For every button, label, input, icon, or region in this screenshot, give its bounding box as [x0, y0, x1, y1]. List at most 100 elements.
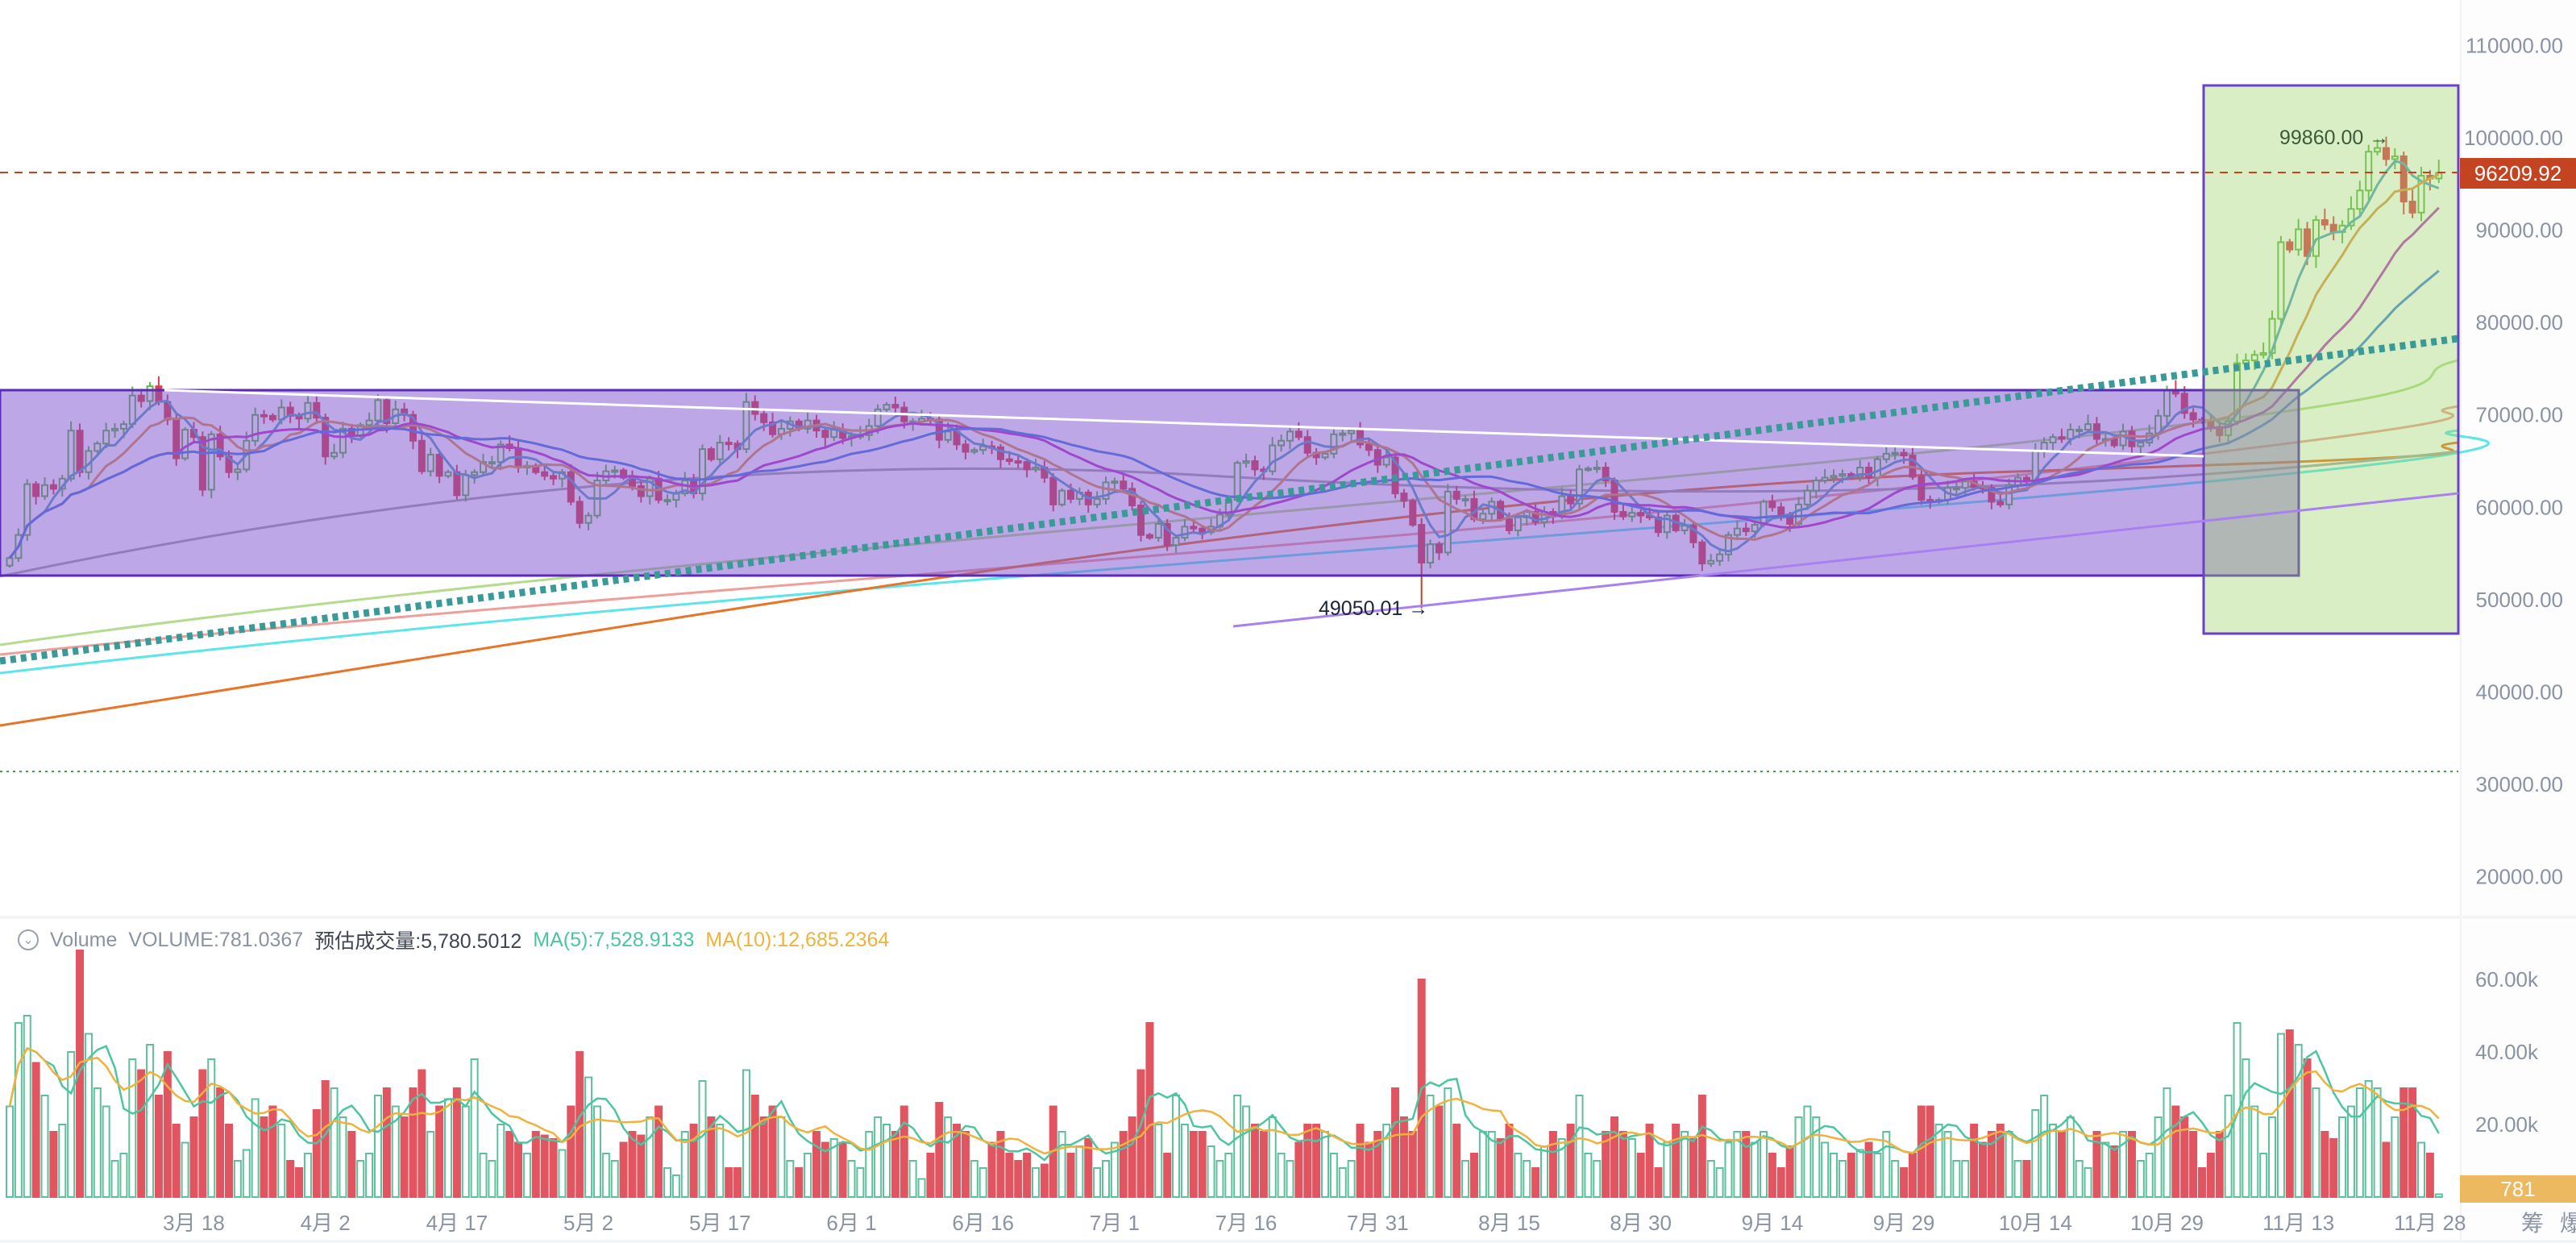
volume-bar-up [1934, 1124, 1943, 1198]
volume-bar-down [2189, 1131, 2198, 1198]
volume-bar-down [1768, 1153, 1776, 1198]
volume-bar-up [2154, 1116, 2163, 1198]
volume-bar-down [1672, 1124, 1681, 1198]
time-axis[interactable]: 3月 18 4月 2 4月 17 5月 2 5月 17 6月 1 6月 16 7月 1 7月 1… [163, 1211, 2466, 1235]
volume-bar-up [786, 1160, 795, 1198]
time-tick-label: 6月 16 [952, 1211, 1014, 1235]
volume-bar-up [1812, 1116, 1821, 1198]
range-box-green[interactable] [2202, 84, 2460, 635]
volume-bar-down [1689, 1138, 1697, 1198]
time-tick-label: 8月 30 [1610, 1211, 1672, 1235]
volume-bar-up [1584, 1153, 1593, 1198]
volume-bar-up [84, 1033, 93, 1198]
volume-bar-down [321, 1080, 330, 1198]
volume-bar-up [698, 1080, 707, 1198]
volume-bar-up [1215, 1160, 1224, 1198]
volume-bar-down [1391, 1087, 1400, 1198]
trendline-teal-dotted[interactable] [0, 335, 2459, 665]
candle-up [2391, 148, 2399, 169]
volume-bar-down [619, 1141, 628, 1198]
volume-bar-up [1821, 1141, 1830, 1198]
volume-ma5: MA(5):7,528.9133 [533, 928, 695, 951]
volume-bar-up [479, 1153, 488, 1198]
volume-bar-up [1110, 1141, 1119, 1198]
volume-bar-up [883, 1124, 891, 1198]
volume-bar-up [908, 1160, 917, 1198]
pane-divider[interactable] [0, 916, 2576, 919]
candle-down [2382, 136, 2390, 166]
trendline-white[interactable] [164, 389, 2204, 458]
volume-bar-up [1487, 1131, 1496, 1198]
volume-bar-up [1444, 1087, 1452, 1198]
volume-bar-up [1855, 1149, 1864, 1198]
time-tick-label: 9月 29 [1873, 1211, 1935, 1235]
volume-bar-up [2163, 1087, 2171, 1198]
volume-bar-up [2250, 1105, 2259, 1198]
volume-bar-down [2022, 1160, 2031, 1198]
volume-bar-down [750, 1095, 759, 1198]
volume-bar-up [2373, 1087, 2382, 1198]
volume-bar-down [137, 1069, 146, 1198]
volume-bar-up [470, 1058, 479, 1198]
volume-bar-down [31, 1062, 40, 1198]
time-tick-label: 3月 18 [163, 1211, 225, 1235]
volume-bar-up [2417, 1141, 2425, 1198]
volume-bar-up [1715, 1167, 1724, 1198]
volume-bar-up [2136, 1160, 2145, 1198]
current-price-tag: 96209.92 [2460, 158, 2576, 189]
volume-bar-down [2408, 1087, 2417, 1198]
volume-bar-up [233, 1160, 242, 1198]
price-tick-label: 40000.00 [2476, 680, 2563, 704]
time-tick-label: 10月 14 [1999, 1211, 2072, 1235]
volume-bar-down [1303, 1124, 1312, 1198]
volume-bar-down [1847, 1153, 1855, 1198]
liquidation-button[interactable]: 爆 [2560, 1211, 2576, 1236]
volume-bar-up [1426, 1095, 1435, 1198]
volume-bar-up [23, 1015, 31, 1198]
volume-bar-down [1602, 1131, 1610, 1198]
volume-bar-up [829, 1138, 838, 1198]
volume-bar-up [2031, 1109, 2040, 1198]
volume-bar-up [847, 1160, 856, 1198]
volume-bar-down [2110, 1145, 2119, 1198]
volume-bar-down [1654, 1167, 1663, 1198]
bottom-border [0, 1240, 2576, 1243]
volume-bar-up [970, 1160, 978, 1198]
volume-bar-up [610, 1160, 619, 1198]
volume-bar-up [1540, 1145, 1548, 1198]
volume-bar-up [1075, 1145, 1084, 1198]
volume-bar-down [1023, 1153, 1032, 1198]
volume-bar-down [435, 1105, 444, 1198]
volume-bar-down [1163, 1153, 1172, 1198]
time-tick-label: 10月 29 [2130, 1211, 2204, 1235]
volume-bar-down [225, 1124, 233, 1198]
volume-bar-up [2355, 1087, 2364, 1198]
volume-bar-down [163, 1051, 172, 1198]
volume-ma-10-line [8, 1046, 2440, 1155]
volume-ma-5-line [8, 1045, 2440, 1162]
volume-bar-up [365, 1153, 374, 1198]
volume-bar-down [1189, 1131, 1198, 1198]
collapse-chevron-icon[interactable]: ⌄ [18, 929, 39, 950]
trendline-purple[interactable] [1232, 492, 2459, 628]
volume-bar-down [1908, 1153, 1917, 1198]
price-axis[interactable]: 110000.00 100000.00 90000.00 80000.00 70000.… [2464, 33, 2563, 888]
volume-bar-up [1681, 1131, 1689, 1198]
volume-bar-down [286, 1160, 295, 1198]
volume-tick-label: 20.00k [2475, 1112, 2539, 1137]
volume-bar-up [2268, 1116, 2277, 1198]
volume-bar-down [1610, 1116, 1619, 1198]
volume-bar-up [2364, 1080, 2373, 1198]
volume-bar-down [514, 1141, 523, 1198]
volume-bar-up [1706, 1160, 1715, 1198]
volume-bar-down [198, 1069, 207, 1198]
volume-bar-up [1514, 1153, 1523, 1198]
volume-bar-down [637, 1134, 646, 1198]
volume-bar-down [2198, 1167, 2206, 1198]
volume-bar-up [1031, 1167, 1040, 1198]
volume-bar-up [2346, 1105, 2355, 1198]
volume-bar-down [733, 1167, 742, 1198]
volume-bar-down [1469, 1153, 1478, 1198]
chip-distribution-button[interactable]: 筹 [2521, 1211, 2545, 1236]
